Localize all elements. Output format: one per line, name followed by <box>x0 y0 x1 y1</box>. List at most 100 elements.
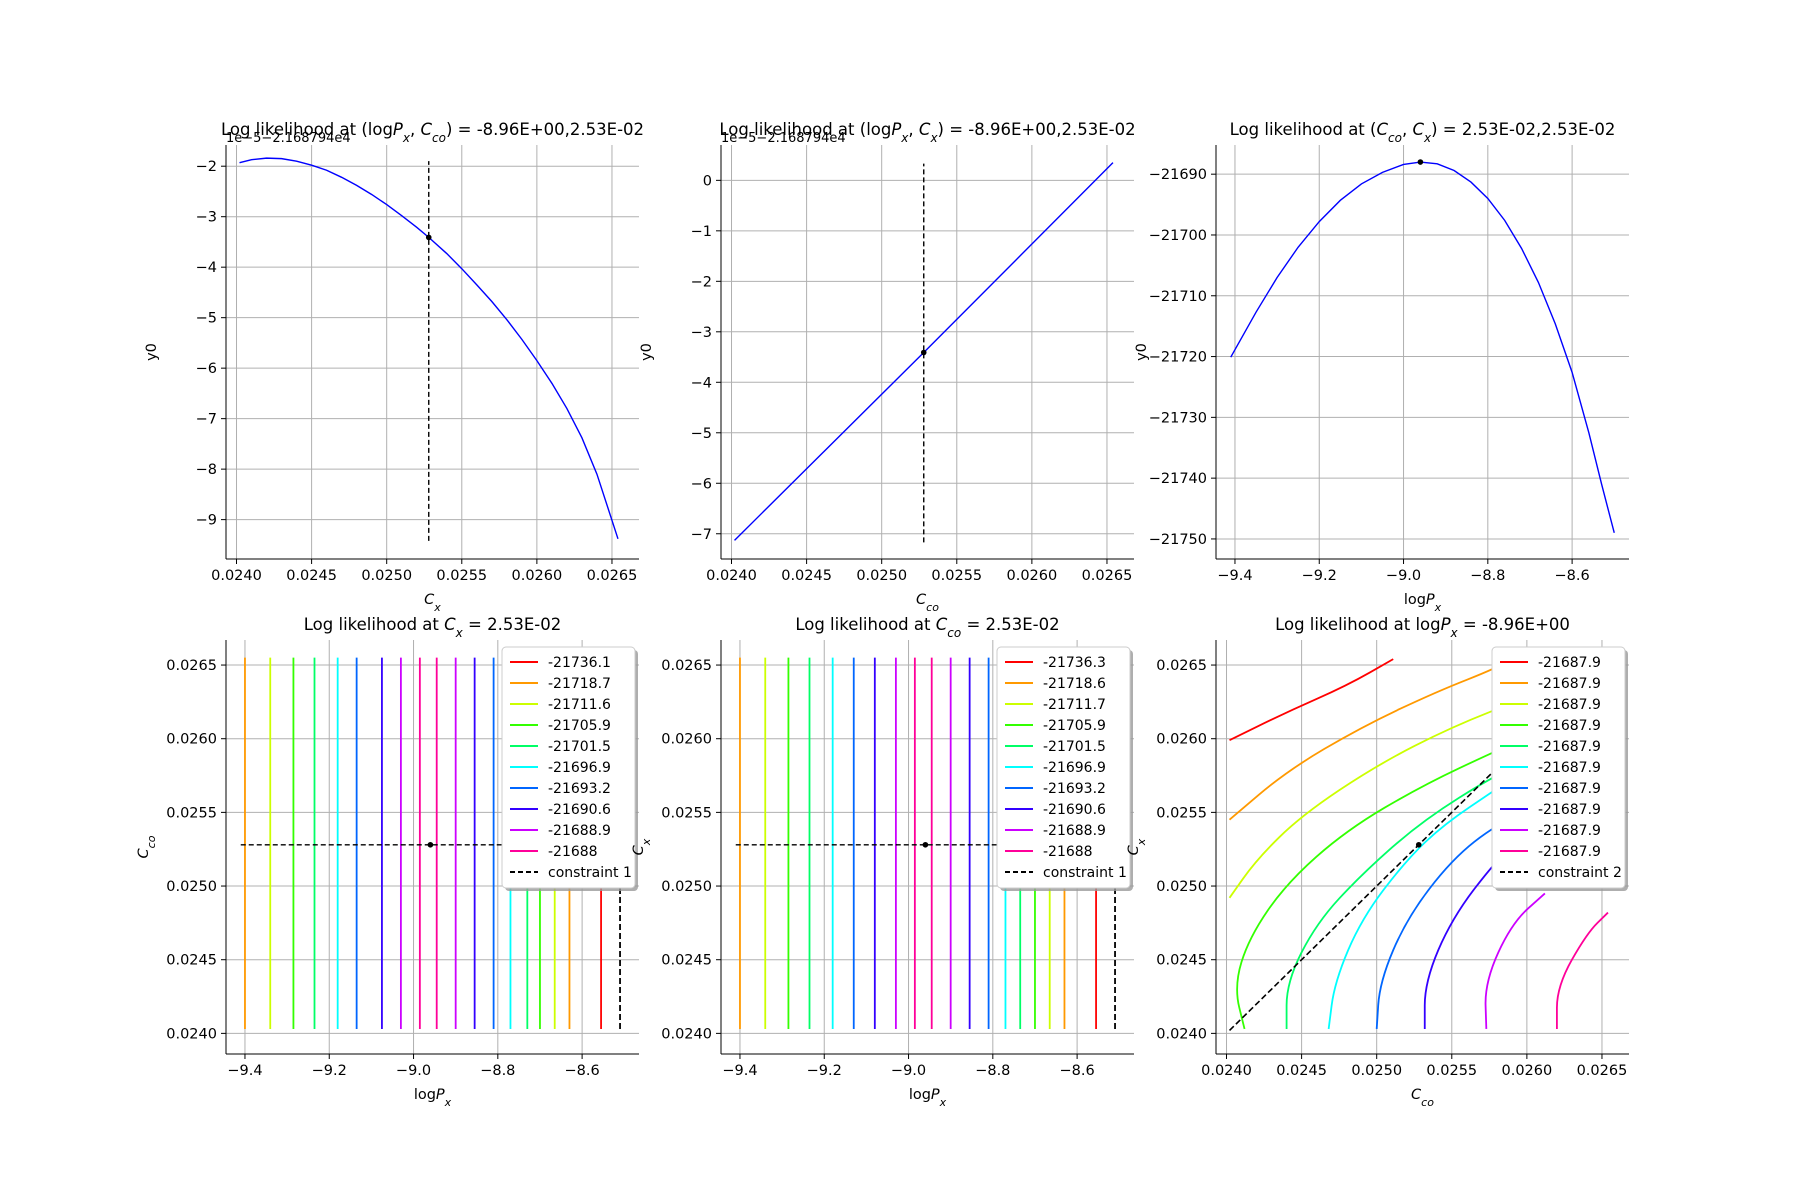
math-subscript: x <box>1434 601 1442 614</box>
text-run: ) = -8.96E+00,2.53E-02 <box>446 120 644 139</box>
math-symbol: C <box>1376 120 1388 139</box>
y-tick-label: 0.0245 <box>661 953 712 969</box>
axis-offset-text: 1e−5−2.168794e4 <box>226 131 351 146</box>
text-run: Log likelihood at <box>795 615 935 634</box>
text-run: log <box>414 1087 436 1103</box>
x-tick-label: −9.4 <box>227 1063 262 1079</box>
x-tick-label: 0.0245 <box>781 568 832 584</box>
x-tick-label: 0.0255 <box>1426 1063 1477 1079</box>
contour-line <box>1228 646 1535 821</box>
y-tick-label: 0.0255 <box>661 805 712 821</box>
x-tick-label: 0.0255 <box>436 568 487 584</box>
legend-label: -21687.9 <box>1538 781 1601 797</box>
y-axis-label: Cco <box>136 835 158 858</box>
math-symbol: P <box>931 1087 940 1103</box>
x-tick-label: 0.0265 <box>587 568 638 584</box>
math-symbol: P <box>1441 615 1451 634</box>
x-tick-label: −9.2 <box>1302 568 1337 584</box>
plot-area <box>1230 159 1615 534</box>
legend-label: -21687.9 <box>1538 697 1601 713</box>
y-tick-label: 0.0260 <box>661 732 712 748</box>
math-symbol: C <box>444 615 456 634</box>
y-tick-label: 0.0240 <box>661 1026 712 1042</box>
math-symbol: P <box>393 120 403 139</box>
y-tick-label: −21730 <box>1149 410 1207 426</box>
contour-line <box>1229 658 1394 741</box>
legend-label: constraint 1 <box>548 865 632 881</box>
text-run: = 2.53E-02 <box>463 615 561 634</box>
contour-line <box>1327 788 1498 1030</box>
x-tick-label: −9.0 <box>1386 568 1421 584</box>
x-axis-label: logPx <box>414 1087 452 1109</box>
legend-label: constraint 2 <box>1538 865 1622 881</box>
y-tick-label: 0.0260 <box>1156 732 1207 748</box>
legend-label: -21688 <box>548 844 598 860</box>
legend-label: -21687.9 <box>1538 739 1601 755</box>
x-tick-label: −8.6 <box>564 1063 599 1079</box>
x-tick-label: −9.0 <box>891 1063 926 1079</box>
contour-line <box>1556 911 1609 1029</box>
current-point <box>1417 159 1424 165</box>
chart-title: Log likelihood at (logPx, Cco) = -8.96E+… <box>221 120 644 145</box>
y-tick-label: −21690 <box>1149 167 1207 183</box>
series-line <box>239 157 619 540</box>
math-symbol: C <box>1126 844 1142 855</box>
legend-label: -21736.1 <box>548 655 611 671</box>
x-tick-label: −8.6 <box>1554 568 1589 584</box>
legend-label: -21688 <box>1043 844 1093 860</box>
legend-label: -21688.9 <box>548 823 611 839</box>
text-run: ) = 2.53E-02,2.53E-02 <box>1431 120 1615 139</box>
chart-title: Log likelihood at (logPx, Cx) = -8.96E+0… <box>719 120 1135 145</box>
math-subscript: co <box>432 131 446 145</box>
y-axis-label: Cx <box>631 838 653 855</box>
text-run: Log likelihood at ( <box>1230 120 1377 139</box>
x-tick-label: 0.0250 <box>856 568 907 584</box>
math-symbol: P <box>436 1087 445 1103</box>
math-symbol: C <box>420 120 432 139</box>
legend-label: -21687.9 <box>1538 844 1601 860</box>
legend: -21736.3 -21718.6 -21711.7 -21705.9 -21701.5… <box>996 646 1133 891</box>
x-axis-label: Cx <box>424 592 441 614</box>
y-axis-label: y0 <box>639 343 655 361</box>
math-symbol: C <box>916 592 927 608</box>
legend-label: -21736.3 <box>1043 655 1106 671</box>
x-tick-label: 0.0240 <box>1201 1063 1252 1079</box>
y-tick-label: −9 <box>196 513 217 529</box>
y-tick-label: 0 <box>703 173 712 189</box>
y-tick-label: 0.0255 <box>166 805 217 821</box>
math-subscript: x <box>1450 626 1459 640</box>
x-axis-label: Cco <box>1411 1087 1434 1109</box>
current-point <box>922 841 929 848</box>
x-tick-label: 0.0260 <box>1007 568 1058 584</box>
math-symbol: C <box>424 592 435 608</box>
axis-offset-text: 1e−5−2.168794e4 <box>721 131 846 146</box>
x-tick-label: 0.0255 <box>931 568 982 584</box>
math-symbol: C <box>631 844 647 855</box>
x-tick-label: −8.6 <box>1059 1063 1094 1079</box>
text-run: Log likelihood at (log <box>221 120 393 139</box>
legend-label: constraint 1 <box>1043 865 1127 881</box>
text-run: ) = -8.96E+00,2.53E-02 <box>938 120 1136 139</box>
y-tick-label: −21740 <box>1149 471 1207 487</box>
legend-label: -21693.2 <box>548 781 611 797</box>
legend-label: -21690.6 <box>548 802 611 818</box>
y-tick-label: −3 <box>691 325 712 341</box>
y-tick-label: 0.0240 <box>1156 1026 1207 1042</box>
legend-box <box>996 646 1131 889</box>
legend-label: -21687.9 <box>1538 655 1601 671</box>
current-point <box>920 349 927 356</box>
text-run: = 2.53E-02 <box>961 615 1059 634</box>
math-subscript: x <box>1135 838 1148 846</box>
math-symbol: P <box>891 120 901 139</box>
current-point <box>1415 841 1422 848</box>
chart-panel-4: −9.4 −9.2 −9.0 −8.8 −8.6 0.0240 0.0245 0.0250 0.… <box>136 615 639 1109</box>
x-axis-label: logPx <box>1404 592 1442 614</box>
math-symbol: C <box>919 120 931 139</box>
chart-panel-3: −9.4 −9.2 −9.0 −8.8 −8.6 −21750 −21740 −21730 −2… <box>1134 120 1629 614</box>
y-tick-label: −21720 <box>1149 350 1207 366</box>
y-tick-label: −7 <box>196 412 217 428</box>
y-tick-label: 0.0245 <box>1156 953 1207 969</box>
y-tick-label: −4 <box>691 375 712 391</box>
legend-label: -21705.9 <box>1043 718 1106 734</box>
math-subscript: co <box>145 835 158 848</box>
